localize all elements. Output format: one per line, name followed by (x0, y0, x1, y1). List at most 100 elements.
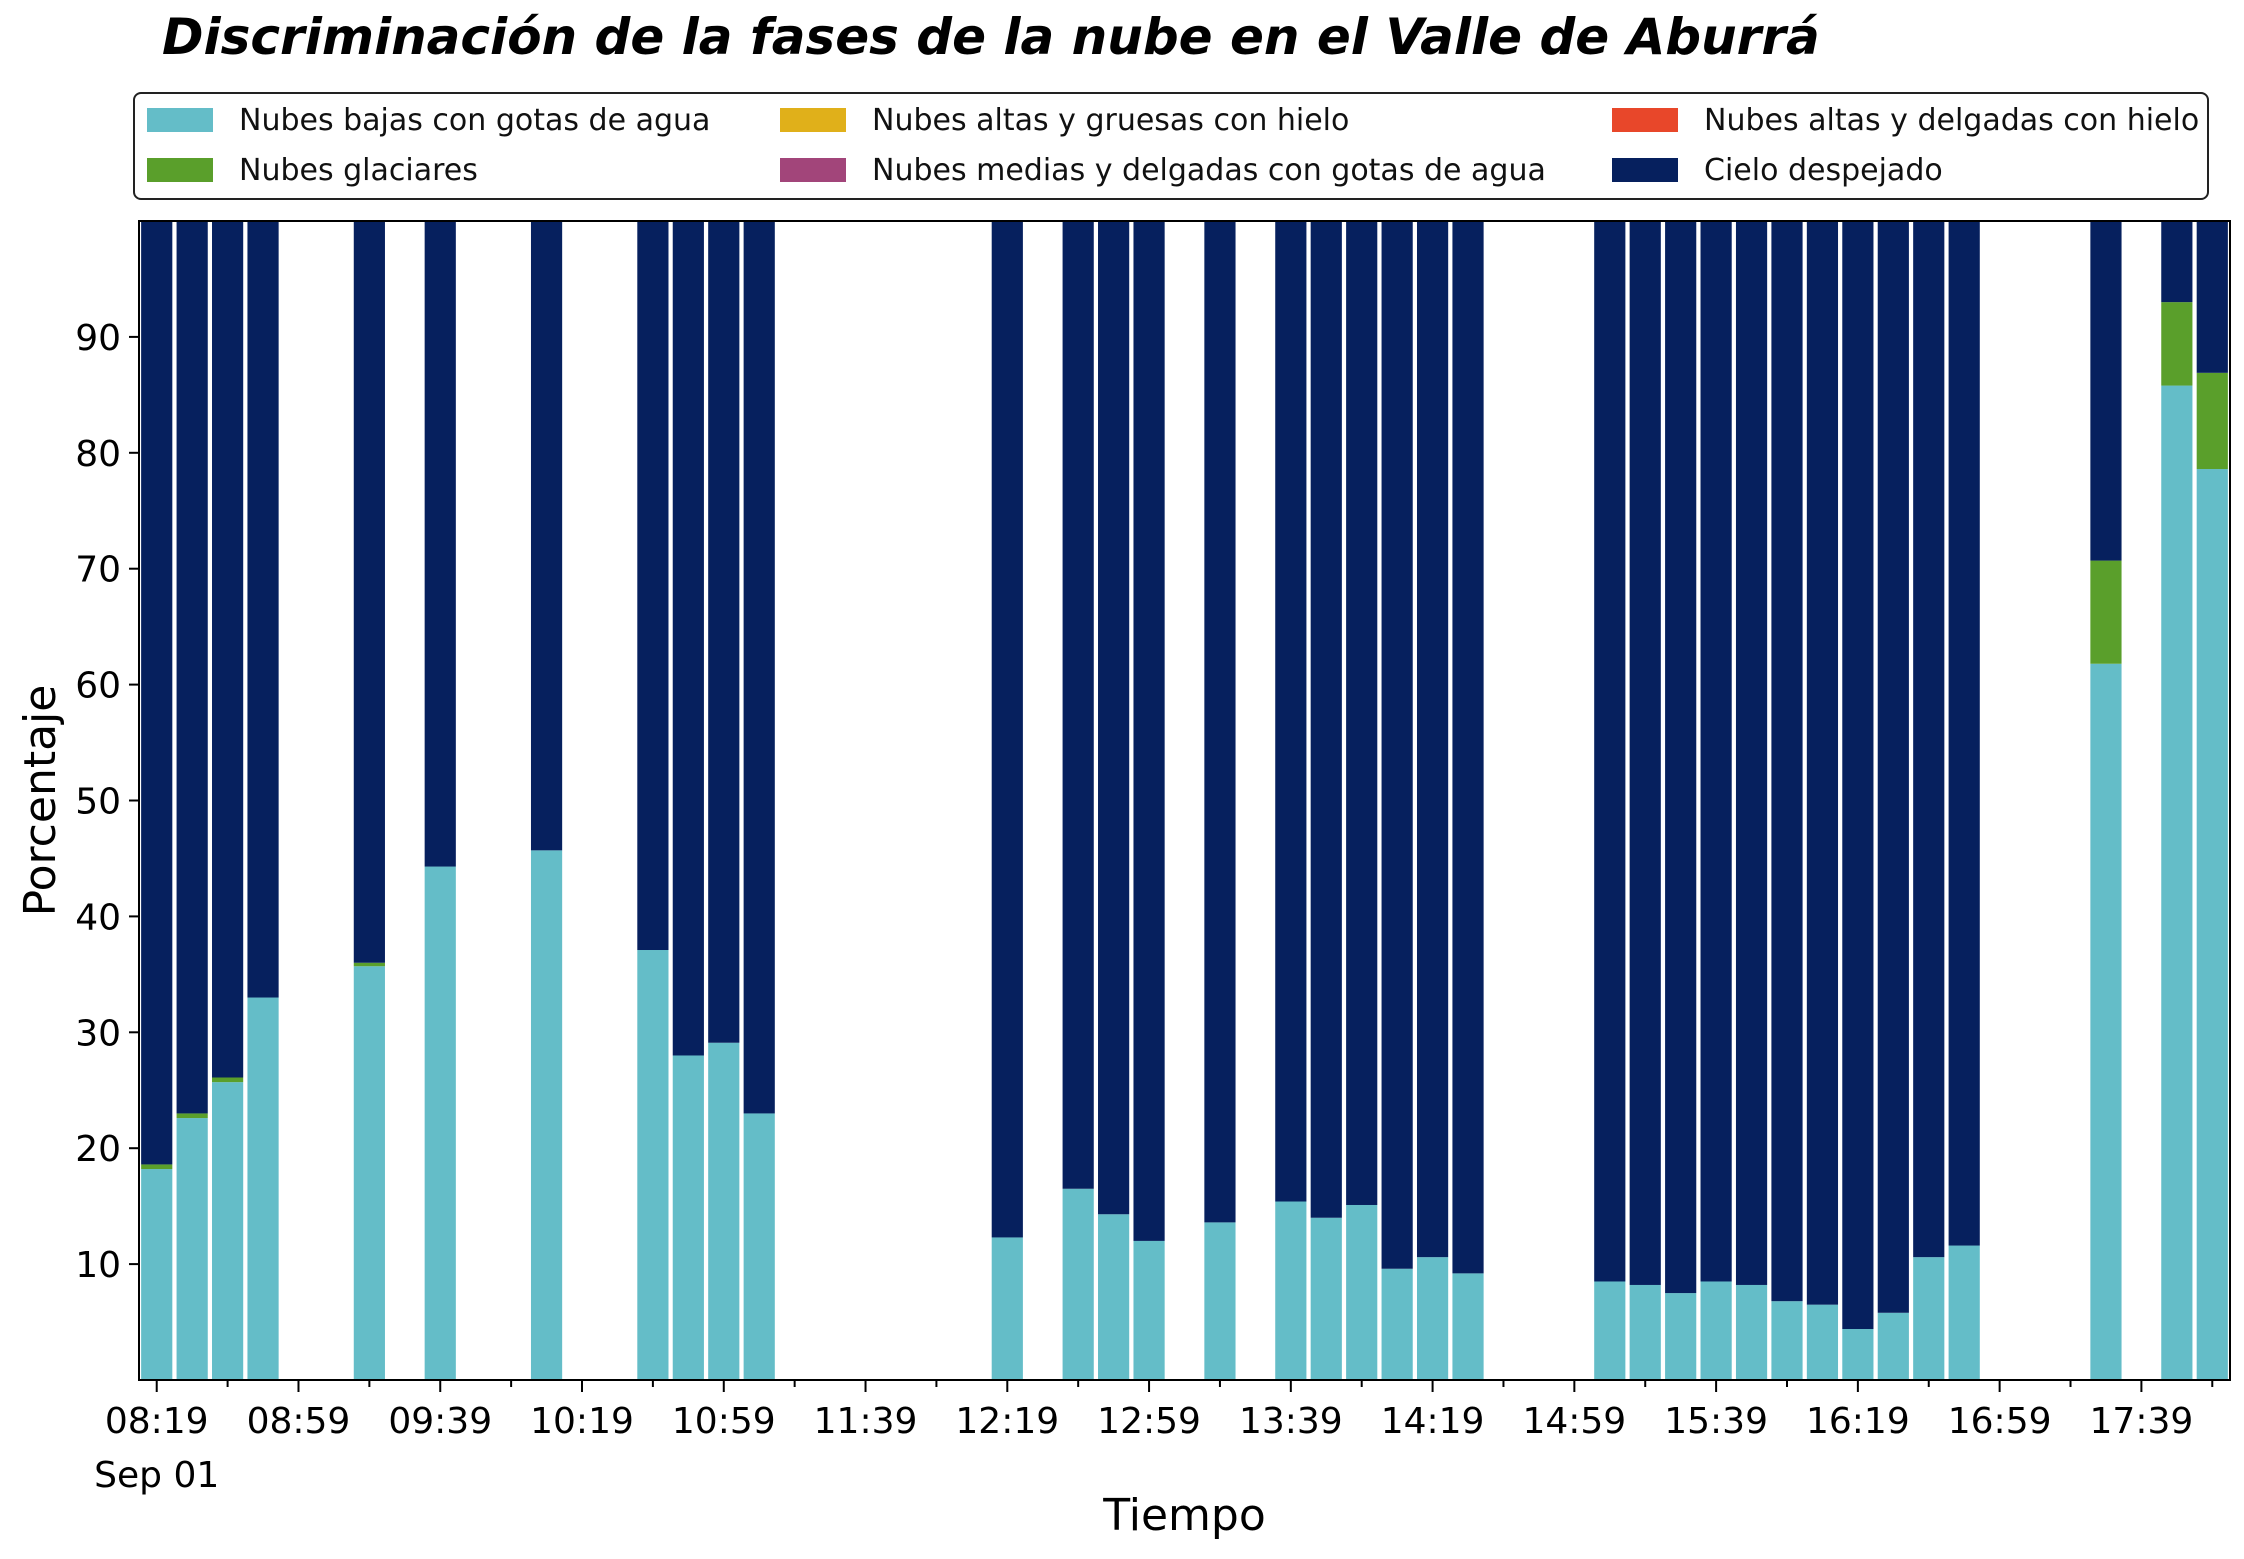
x-tick-label: 15:39 (1664, 1401, 1768, 1442)
y-tick-label: 30 (75, 1013, 121, 1054)
bar-segment (1877, 221, 1909, 1313)
chart-legend: Nubes bajas con gotas de agua Nubes glac… (133, 92, 2209, 200)
bar-segment (672, 1055, 704, 1380)
legend-swatch-mid-thin-water-clouds (780, 158, 846, 182)
bar-segment (176, 1113, 208, 1119)
bar-segment (353, 221, 385, 963)
bar-segment (1948, 1245, 1980, 1380)
bar-segment (530, 221, 563, 851)
x-tick-label: 08:59 (247, 1401, 351, 1442)
x-tick-label: 12:19 (955, 1401, 1059, 1442)
bar-segment (1346, 221, 1378, 1205)
bar-segment (212, 221, 244, 1078)
plot-frame (138, 220, 2231, 1381)
bar-segment (1806, 221, 1839, 1305)
bar-segment (1310, 1217, 1342, 1380)
legend-swatch-high-thick-ice-clouds (780, 108, 846, 132)
bar-segment (2090, 560, 2122, 664)
bar-segment (1133, 1240, 1165, 1380)
bar-segment (1346, 1204, 1378, 1380)
bar-segment (1381, 221, 1413, 1269)
bar-segment (1098, 1214, 1130, 1380)
bar-segment (1062, 221, 1094, 1189)
bar-segment (247, 997, 279, 1380)
x-tick-label: 09:39 (388, 1401, 492, 1442)
bar-segment (1594, 221, 1626, 1282)
legend-label-low-water-clouds: Nubes bajas con gotas de agua (239, 102, 711, 138)
x-tick-label: 10:19 (530, 1401, 634, 1442)
bar-segment (1735, 221, 1768, 1285)
x-axis: 08:19 08:59 09:39 10:19 10:59 11:39 12:19 12:59… (105, 1380, 2214, 1442)
legend-swatch-low-water-clouds (147, 108, 213, 132)
bars-layer (141, 221, 2228, 1381)
x-tick-label: 14:59 (1522, 1401, 1626, 1442)
bar-segment (1629, 1284, 1661, 1380)
bar-segment (1913, 221, 1945, 1258)
x-tick-label: 17:39 (2090, 1401, 2194, 1442)
y-axis: 10 20 30 40 50 60 70 80 90 (75, 318, 139, 1286)
bar-segment (1665, 221, 1697, 1294)
bar-segment (424, 221, 456, 867)
x-tick-label: 11:39 (814, 1401, 918, 1442)
bar-segment (1806, 1304, 1839, 1380)
bar-segment (991, 1237, 1023, 1380)
legend-label-clear-sky: Cielo despejado (1704, 152, 1943, 188)
legend-label-high-thick-ice-clouds: Nubes altas y gruesas con hielo (872, 102, 1350, 138)
bar-segment (637, 950, 669, 1380)
y-tick-label: 40 (75, 897, 121, 938)
bar-segment (247, 221, 279, 998)
bar-segment (1275, 1201, 1307, 1380)
x-axis-label: Tiempo (1102, 1490, 1266, 1541)
bar-segment (991, 221, 1023, 1238)
y-tick-label: 80 (75, 434, 121, 475)
bar-segment (1204, 221, 1236, 1223)
bar-segment (1771, 221, 1803, 1302)
y-tick-label: 10 (75, 1245, 121, 1286)
x-tick-label: 16:59 (1948, 1401, 2052, 1442)
x-tick-label: 13:39 (1239, 1401, 1343, 1442)
legend-label-glacial-clouds: Nubes glaciares (239, 152, 478, 188)
y-tick-label: 60 (75, 666, 121, 707)
bar-segment (1700, 1281, 1732, 1380)
bar-segment (353, 966, 385, 1380)
legend-label-mid-thin-water-clouds: Nubes medias y delgadas con gotas de agu… (872, 152, 1546, 188)
bar-segment (1275, 221, 1307, 1202)
bar-segment (1771, 1301, 1803, 1380)
bar-segment (1416, 1257, 1449, 1380)
bar-segment (2090, 663, 2122, 1380)
legend-swatch-glacial-clouds (147, 158, 213, 182)
bar-segment (141, 221, 173, 1165)
bar-segment (672, 221, 704, 1056)
bar-segment (424, 866, 456, 1380)
bar-segment (1700, 221, 1732, 1282)
bar-segment (1452, 1273, 1484, 1380)
bar-segment (1842, 221, 1874, 1329)
x-date-label: Sep 01 (94, 1455, 219, 1496)
bar-segment (1452, 221, 1484, 1274)
bar-segment (141, 1169, 173, 1380)
bar-segment (1913, 1257, 1945, 1380)
legend-item-high-thin-ice-clouds: Nubes altas y delgadas con hielo (1612, 100, 2199, 140)
bar-segment (1735, 1284, 1768, 1380)
bar-segment (2161, 221, 2193, 303)
x-tick-label: 16:19 (1806, 1401, 1910, 1442)
y-axis-label: Porcentaje (15, 685, 66, 917)
x-tick-label: 08:19 (105, 1401, 209, 1442)
x-tick-label: 14:19 (1381, 1401, 1485, 1442)
bar-segment (1948, 221, 1980, 1246)
bar-segment (530, 850, 563, 1380)
bar-segment (353, 962, 385, 967)
bar-segment (1594, 1281, 1626, 1380)
bar-segment (1629, 221, 1661, 1285)
legend-item-mid-thin-water-clouds: Nubes medias y delgadas con gotas de agu… (780, 150, 1546, 190)
legend-swatch-high-thin-ice-clouds (1612, 108, 1678, 132)
bar-segment (637, 221, 669, 951)
bar-segment (141, 1164, 173, 1170)
y-tick-label: 70 (75, 550, 121, 591)
bar-segment (1204, 1222, 1236, 1380)
x-tick-label: 10:59 (672, 1401, 776, 1442)
bar-segment (1381, 1268, 1413, 1380)
bar-segment (1416, 221, 1449, 1258)
bar-segment (1098, 221, 1130, 1215)
